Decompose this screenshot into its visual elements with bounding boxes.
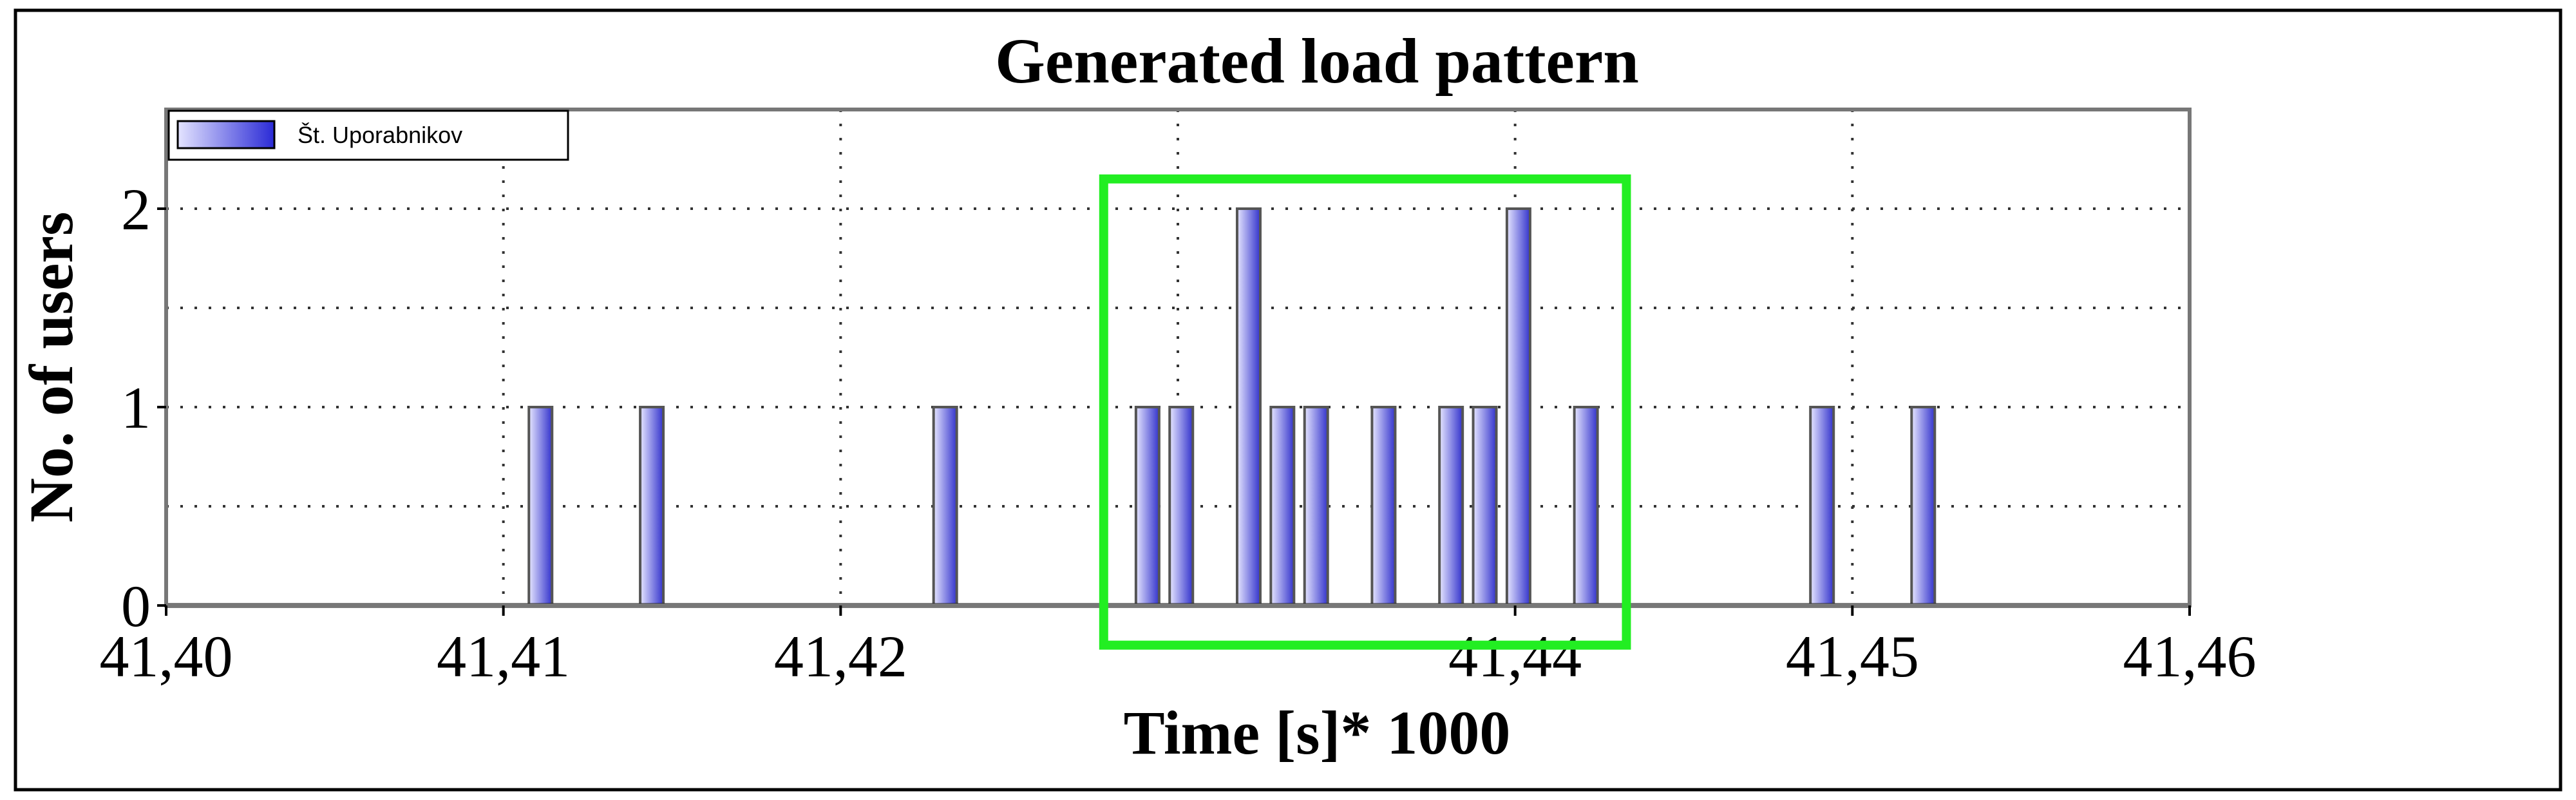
bars: [166, 207, 2190, 608]
legend: Št. Uporabnikov: [167, 110, 569, 161]
bar: [1235, 207, 1262, 607]
bar: [1303, 406, 1329, 607]
y-tick-label: 2: [121, 176, 151, 242]
x-tick-label: 41,41: [437, 624, 570, 689]
bar: [1505, 207, 1531, 607]
axis-ticks: 41,40 41,41 41,42 41,44 41,45 41,46 0 1 2: [100, 176, 2257, 689]
x-axis-title: Time [s]* 1000: [1124, 698, 1511, 767]
bar: [639, 406, 665, 607]
bar: [1910, 406, 1937, 607]
y-tick-label: 0: [121, 573, 151, 639]
plot-frame: [164, 108, 2192, 607]
bar: [527, 406, 554, 607]
chart-title: Generated load pattern: [995, 25, 1639, 97]
bar: [1438, 406, 1464, 607]
x-tick-label: 41,46: [2123, 624, 2257, 689]
x-tick-label: 41,44: [1448, 624, 1582, 689]
bar: [1168, 406, 1195, 607]
legend-label: Št. Uporabnikov: [298, 122, 462, 148]
highlight-box: [1099, 174, 1631, 650]
bar: [1370, 406, 1397, 607]
x-tick-label: 41,45: [1786, 624, 1919, 689]
x-tick-label: 41,40: [100, 624, 233, 689]
highlight: [1099, 174, 1631, 650]
bar: [1134, 406, 1160, 607]
y-axis-title: No. of users: [17, 212, 86, 523]
bar: [932, 406, 958, 607]
bar: [1809, 406, 1835, 607]
legend-swatch: [176, 120, 276, 149]
bar: [1472, 406, 1498, 607]
x-tick-label: 41,42: [774, 624, 907, 689]
bar: [1573, 406, 1599, 607]
y-tick-label: 1: [121, 375, 151, 441]
bar: [1269, 406, 1296, 607]
